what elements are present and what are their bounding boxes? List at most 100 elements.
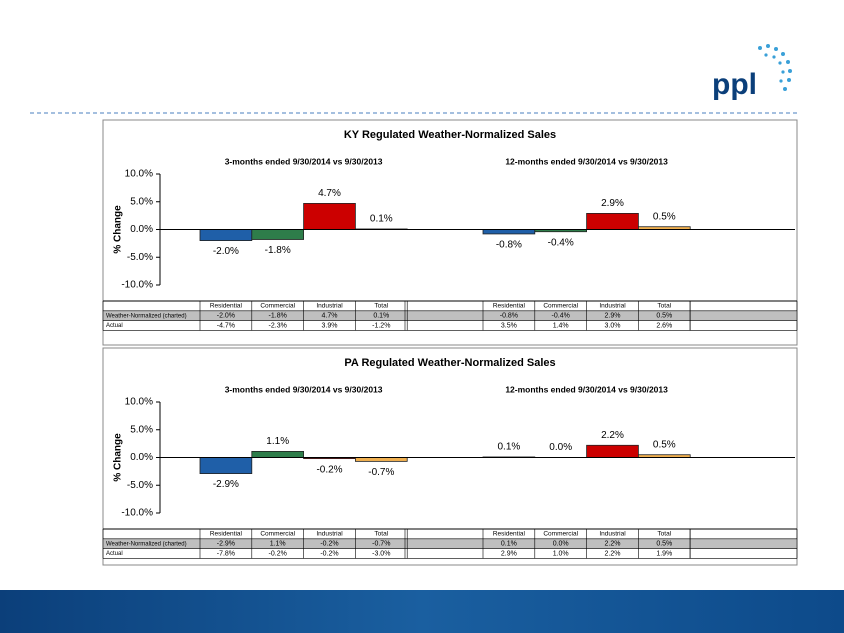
table-cell: -1.8%	[269, 313, 287, 320]
value-label: -0.2%	[316, 464, 342, 475]
table-cell: -1.2%	[372, 322, 390, 329]
table-cell: 4.7%	[322, 313, 338, 320]
y-axis-label: % Change	[113, 433, 124, 482]
value-label: 0.1%	[498, 442, 521, 453]
table-header: Industrial	[599, 531, 626, 538]
value-label: -1.8%	[265, 245, 291, 256]
value-label: 1.1%	[266, 436, 289, 447]
table-cell: 0.5%	[656, 313, 672, 320]
group-title: 12-months ended 9/30/2014 vs 9/30/2013	[505, 156, 668, 166]
bar	[586, 444, 639, 458]
table-cell: 2.2%	[605, 550, 621, 557]
table-cell: 0.1%	[501, 541, 517, 548]
y-tick-label: -5.0%	[127, 252, 153, 263]
row-label: Actual	[106, 323, 123, 329]
table-header: Total	[657, 303, 671, 310]
y-tick-label: -10.0%	[121, 280, 153, 291]
table-cell: -2.0%	[217, 313, 235, 320]
table-header: Commercial	[543, 303, 578, 310]
table-cell: -0.4%	[552, 313, 570, 320]
y-tick-label: 0.0%	[130, 224, 153, 235]
value-label: -0.4%	[548, 237, 574, 248]
logo-text: ppl	[712, 68, 757, 101]
table-header: Industrial	[316, 303, 343, 310]
table-cell: -0.2%	[269, 550, 287, 557]
y-tick-label: 5.0%	[130, 196, 153, 207]
table-cell: 2.9%	[605, 313, 621, 320]
row-label: Weather-Normalized (charted)	[106, 313, 187, 319]
value-label: 4.7%	[318, 188, 341, 199]
footer-band	[0, 590, 844, 633]
table-cell: -0.2%	[320, 541, 338, 548]
group-title: 12-months ended 9/30/2014 vs 9/30/2013	[505, 384, 668, 394]
value-label: 2.9%	[601, 198, 624, 209]
table-header: Commercial	[260, 531, 295, 538]
value-label: 0.1%	[370, 214, 393, 225]
bar	[199, 229, 253, 241]
table-cell: 0.0%	[553, 541, 569, 548]
value-label: 2.2%	[601, 430, 624, 441]
table-cell: -0.8%	[500, 313, 518, 320]
table-header: Residential	[210, 531, 243, 538]
row-label: Actual	[106, 551, 123, 557]
y-tick-label: -5.0%	[127, 480, 153, 491]
y-tick-label: -10.0%	[121, 508, 153, 519]
group-title: 3-months ended 9/30/2014 vs 9/30/2013	[225, 384, 383, 394]
bar	[354, 457, 408, 462]
table-header: Residential	[493, 531, 526, 538]
table-header: Total	[374, 303, 388, 310]
chart-title: PA Regulated Weather-Normalized Sales	[344, 357, 555, 369]
table-cell: 2.2%	[605, 541, 621, 548]
group-title: 3-months ended 9/30/2014 vs 9/30/2013	[225, 156, 383, 166]
table-cell: 3.5%	[501, 322, 517, 329]
bar	[586, 213, 639, 230]
table-cell: -4.7%	[217, 322, 235, 329]
table-cell: 1.0%	[553, 550, 569, 557]
logo-burst	[758, 44, 792, 91]
table-cell: -3.0%	[372, 550, 390, 557]
value-label: -0.8%	[496, 240, 522, 251]
bar	[251, 450, 305, 458]
table-cell: 2.9%	[501, 550, 517, 557]
row-label: Weather-Normalized (charted)	[106, 541, 187, 547]
bar	[251, 229, 305, 240]
table-header: Commercial	[543, 531, 578, 538]
chart-title: KY Regulated Weather-Normalized Sales	[344, 129, 556, 141]
table-cell: -0.2%	[320, 550, 338, 557]
logo: ppl	[712, 44, 792, 101]
value-label: -0.7%	[368, 467, 394, 478]
table-row-shade	[103, 538, 797, 549]
table-cell: -2.3%	[269, 322, 287, 329]
table-header: Industrial	[599, 303, 626, 310]
y-tick-label: 10.0%	[125, 397, 153, 408]
table-row-shade	[103, 310, 797, 321]
chart-frame	[102, 347, 798, 566]
table-cell: -7.8%	[217, 550, 235, 557]
table-cell: 1.9%	[656, 550, 672, 557]
y-tick-label: 5.0%	[130, 424, 153, 435]
table-header: Industrial	[316, 531, 343, 538]
table-header: Residential	[210, 303, 243, 310]
table-cell: 0.5%	[656, 541, 672, 548]
table-header: Total	[374, 531, 388, 538]
table-cell: 0.1%	[373, 313, 389, 320]
table-cell: 1.1%	[270, 541, 286, 548]
value-label: 0.0%	[549, 442, 572, 453]
bar	[482, 229, 536, 235]
y-tick-label: 0.0%	[130, 452, 153, 463]
y-tick-label: 10.0%	[125, 169, 153, 180]
value-label: -2.0%	[213, 246, 239, 257]
table-cell: 3.0%	[605, 322, 621, 329]
value-label: 0.5%	[653, 211, 676, 222]
table-cell: 3.9%	[322, 322, 338, 329]
table-cell: -0.7%	[372, 541, 390, 548]
table-cell: -2.9%	[217, 541, 235, 548]
table-cell: 2.6%	[656, 322, 672, 329]
value-label: -2.9%	[213, 479, 239, 490]
table-header: Residential	[493, 303, 526, 310]
value-label: 0.5%	[653, 439, 676, 450]
table-cell: 1.4%	[553, 322, 569, 329]
bar	[199, 457, 253, 474]
table-header: Total	[657, 531, 671, 538]
